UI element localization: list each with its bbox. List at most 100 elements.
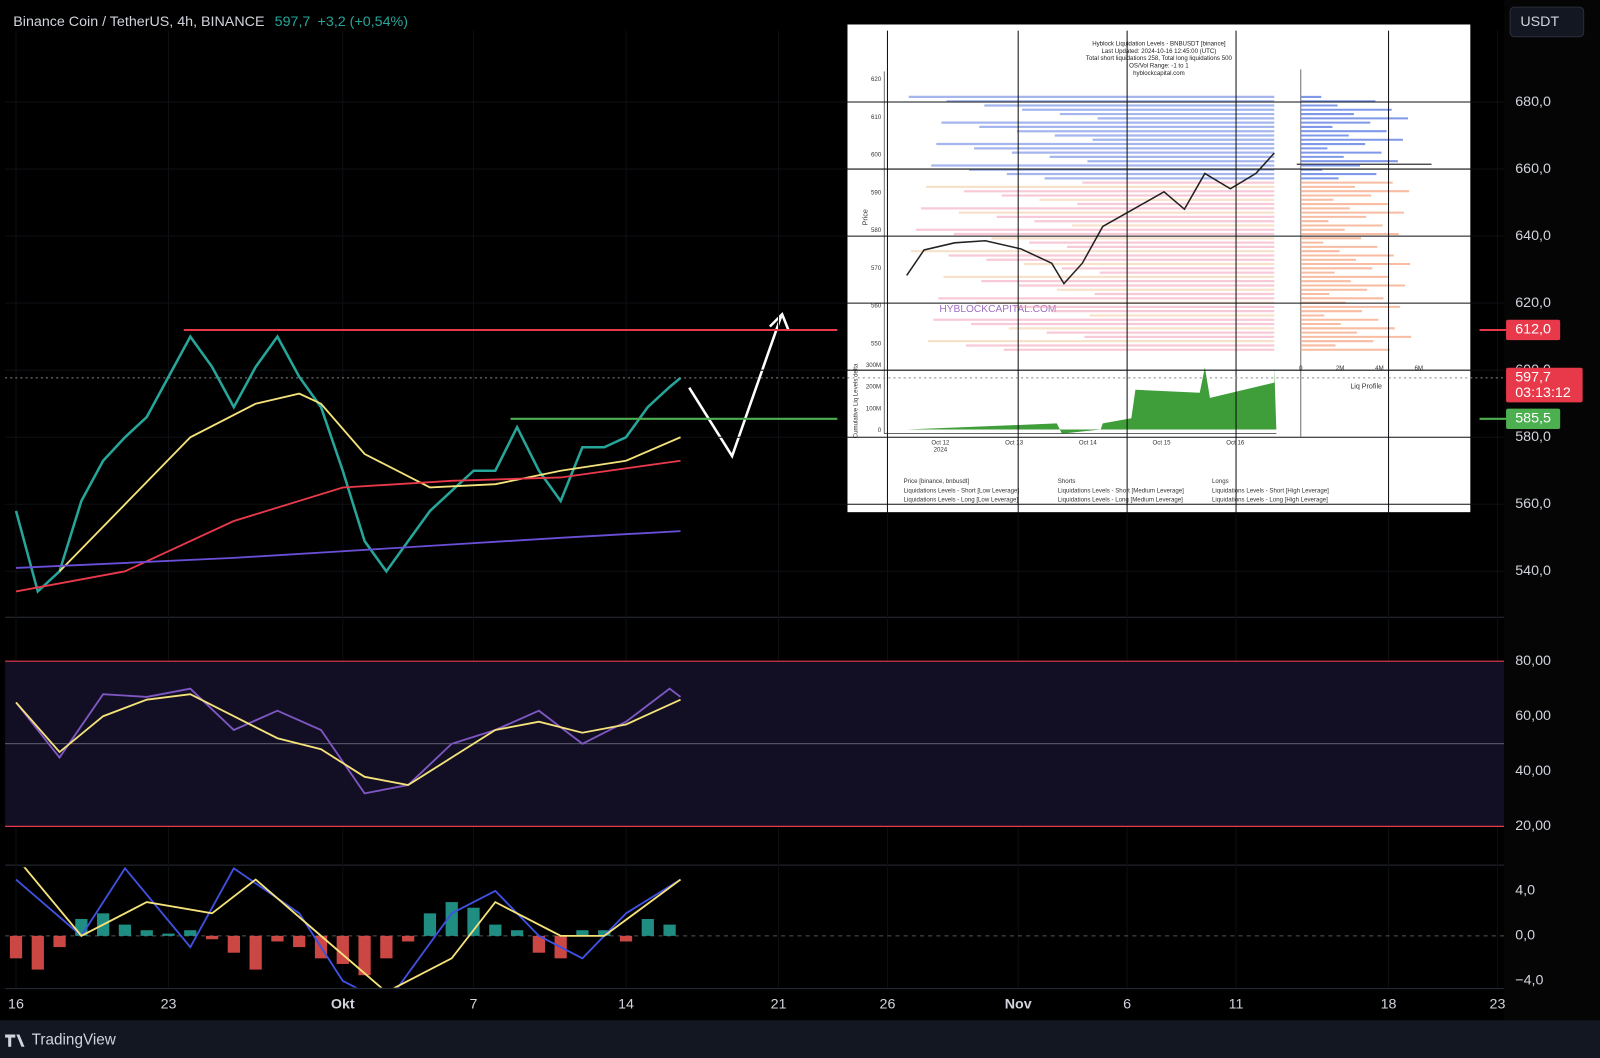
inset-date: Oct 13 [1005,439,1024,446]
inset-watermark: HYBLOCKCAPITAL.COM [939,304,1056,315]
histogram-bar [663,924,676,936]
indicator-line [15,530,681,569]
inset-ylabel: Price [862,209,870,225]
time-tick-label: 16 [8,997,24,1013]
inset-profile-tick: 6M [1415,365,1424,372]
symbol: Binance Coin / TetherUS, 4h, BINANCE [13,14,264,30]
price-scale-panel [1504,0,1600,1021]
histogram-bar [227,935,240,953]
y-tick-label: 60,00 [1515,708,1551,724]
y-tick-label: 540,0 [1515,563,1551,579]
inset-lower-tick: 0 [878,427,882,434]
inset-title: Last Updated: 2024-10-16 12:45:00 (UTC) [1101,48,1216,55]
histogram-bar [9,935,23,959]
inset-lower-tick: 300M [866,362,881,369]
indicator-line [15,687,682,795]
histogram-bar [576,930,589,936]
inset-lower-tick: 100M [866,405,881,412]
footer [0,1020,1600,1058]
y-tick-label: 560,0 [1515,496,1551,512]
time-tick-label: Okt [331,997,355,1013]
inset-title: hyblockcapital.com [1133,70,1185,77]
currency[interactable]: USDT [1520,14,1559,30]
histogram-bar [467,907,480,936]
inset-title: Hyblock Liquidation Levels - BNBUSDT [bi… [1092,40,1226,47]
time-tick-label: Nov [1005,997,1032,1013]
arrow-head [768,311,790,331]
histogram-bar [489,924,502,936]
inset-y-tick: 600 [871,152,882,159]
inset-legend-item: Liquidations Levels - Short [Low Leverag… [904,487,1020,494]
level-tag [1506,319,1561,341]
time-tick-label: 23 [161,997,177,1013]
inset-y-tick: 590 [871,189,882,196]
inset-image: HYBLOCKCAPITAL.COM Liq Profile 2024 Pric… [847,24,1471,513]
inset-lower-ylabel: Cumulative Liq Levels delta [852,363,859,438]
inset-year: 2024 [934,447,948,454]
time-tick-label: 6 [1123,997,1131,1013]
inset-legend-item: Liquidations Levels - Long [Medium Lever… [1058,497,1183,504]
y-tick-label: 4,0 [1515,883,1535,899]
histogram-bar [271,935,284,942]
inset-title: Total short liquidations 258, Total long… [1086,55,1233,62]
inset-date: Oct 15 [1153,439,1172,446]
inset-profile-tick: 4M [1375,365,1384,372]
countdown: 03:13:12 [1515,385,1571,401]
indicator-line [58,392,681,572]
histogram-bar [118,924,132,936]
level-tag-label: 612,0 [1515,322,1551,338]
inset-legend-item: Shorts [1058,478,1076,485]
inset-legend-item: Price [binance, bnbusdt] [904,478,970,485]
histogram-bar [53,935,66,948]
histogram-bar [510,930,524,936]
inset-profile-label: Liq Profile [1350,383,1382,391]
inset-y-tick: 610 [871,114,882,121]
currency-button[interactable] [1509,6,1585,38]
inset-y-tick: 580 [871,227,882,234]
histogram-bar [641,918,654,936]
price-change: +3,2 (+0,54%) [318,14,408,30]
inset-legend-item: Liquidations Levels - Short [High Levera… [1212,487,1329,494]
indicator-line [15,693,681,787]
current-price-label: 597,7 [1515,370,1551,386]
last-price: 597,7 [275,14,311,30]
inset-delta-area [906,367,1277,434]
inset-profile-tick: 2M [1336,365,1345,372]
histogram-bar [598,930,611,936]
inset-date: Oct 12 [931,439,950,446]
inset-lower-tick: 200M [866,384,881,391]
histogram-bar [184,930,197,936]
histogram-bar [249,935,262,970]
histogram-bar [423,913,437,936]
y-tick-label: 20,00 [1515,818,1551,834]
histogram-bar [205,935,219,940]
logo [5,1034,25,1047]
histogram-bar [380,935,393,959]
histogram-bar [358,935,371,976]
level-tag [1506,408,1561,430]
y-tick-label: 640,0 [1515,228,1551,244]
histogram-bar [140,930,153,936]
time-tick-label: 21 [771,997,787,1013]
y-tick-label: 680,0 [1515,94,1551,110]
histogram-bar [162,933,175,936]
y-tick-label: 660,0 [1515,161,1551,177]
histogram-bar [31,935,44,970]
drawing-arrow [688,315,783,459]
inset-y-tick: 620 [871,76,882,83]
time-tick-label: 11 [1229,997,1244,1013]
histogram-bar [445,902,458,936]
inset-y-tick: 550 [871,340,882,347]
y-tick-label: 40,00 [1515,763,1551,779]
time-tick-label: 26 [880,997,896,1013]
price-line [14,334,682,594]
y-tick-label: −4,0 [1515,973,1543,989]
inset-y-tick: 560 [871,303,882,310]
y-tick-label: 620,0 [1515,295,1551,311]
inset-title: OS/Vol Range: -1 to 1 [1129,63,1189,70]
y-tick-label: 580,0 [1515,429,1551,445]
inset-legend-item: Liquidations Levels - Short [Medium Leve… [1058,487,1184,494]
brand: TradingView [32,1032,117,1049]
y-tick-label: 0,0 [1515,928,1535,944]
